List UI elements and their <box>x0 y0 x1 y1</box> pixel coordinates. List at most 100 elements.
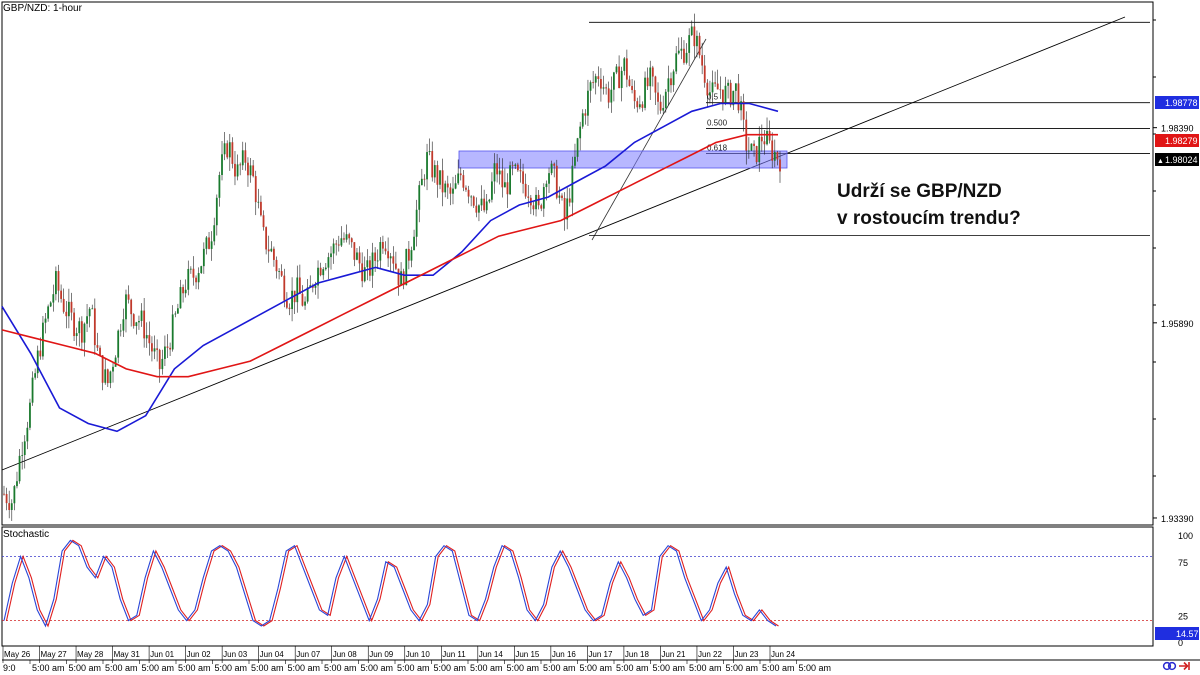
candle-body <box>80 321 83 343</box>
candle-body <box>620 70 623 89</box>
candle-body <box>625 58 628 80</box>
candle-body <box>125 294 127 320</box>
candle-body <box>330 253 332 258</box>
candle-body <box>711 82 714 93</box>
candle-body <box>737 83 740 111</box>
candle-body <box>91 308 94 310</box>
candle-body <box>392 256 395 264</box>
candle-body <box>615 66 618 73</box>
candle-body <box>70 301 73 313</box>
candle-body <box>309 285 312 288</box>
candle-body <box>109 371 112 384</box>
candle-body <box>174 313 177 315</box>
candle-body <box>527 196 530 198</box>
candle-body <box>664 91 667 108</box>
candle-body <box>503 182 506 188</box>
candle-body <box>522 171 524 184</box>
x-time-label: 5:00 am <box>799 663 832 673</box>
candle-body <box>384 248 387 252</box>
candle-body <box>117 330 120 358</box>
candle-body <box>657 92 659 102</box>
candle-body <box>405 248 408 286</box>
candle-body <box>467 189 470 197</box>
candle-body <box>101 355 104 383</box>
candle-body <box>143 310 146 339</box>
x-time-label: 5:00 am <box>251 663 284 673</box>
candle-body <box>257 201 260 203</box>
candle-body <box>633 90 636 102</box>
candle-body <box>418 185 421 210</box>
candle-body <box>478 205 480 213</box>
x-date-label: Jun 17 <box>588 650 613 659</box>
candle-body <box>153 348 156 352</box>
x-date-label: Jun 03 <box>223 650 248 659</box>
candle-body <box>88 308 91 317</box>
candle-body <box>719 89 722 91</box>
x-first-label: 9:0 <box>3 663 16 673</box>
candle-body <box>122 319 125 331</box>
candle-body <box>563 197 566 220</box>
ma-fast-line <box>1 102 779 433</box>
candle-body <box>324 267 327 270</box>
stochastic-panel[interactable] <box>1 526 1154 647</box>
candle-body <box>675 53 678 72</box>
candle-body <box>760 136 763 142</box>
x-time-label: 5:00 am <box>178 663 211 673</box>
price-label-box <box>1155 134 1199 147</box>
candle-body <box>644 77 646 108</box>
candle-body <box>677 50 680 54</box>
candle-body <box>16 481 18 487</box>
x-date-label: Jun 04 <box>260 650 285 659</box>
x-time-label: 5:00 am <box>142 663 175 673</box>
candle-body <box>532 205 535 210</box>
candle-body <box>696 35 698 47</box>
y-tick-label: 1.93390 <box>1161 514 1194 524</box>
candle-body <box>449 187 452 194</box>
x-time-label: 5:00 am <box>105 663 138 673</box>
candle-body <box>332 243 335 254</box>
fib-label: 0.5 <box>707 93 719 102</box>
candle-body <box>701 55 704 66</box>
candle-body <box>322 269 325 276</box>
link-icon[interactable] <box>1162 661 1177 671</box>
candle-body <box>659 101 662 111</box>
fib-label: 0.500 <box>707 118 728 127</box>
stoch-main-line <box>3 539 777 628</box>
candle-body <box>49 302 52 307</box>
candle-body <box>166 346 169 348</box>
candle-body <box>483 198 486 211</box>
stoch-level-label: 0 <box>1178 638 1183 648</box>
candle-body <box>493 163 496 182</box>
candle-body <box>164 346 166 359</box>
scroll-end-icon[interactable] <box>1179 661 1190 671</box>
candle-body <box>636 101 639 108</box>
candle-body <box>413 236 415 251</box>
candle-body <box>86 316 88 324</box>
chart-title: GBP/NZD: 1-hour <box>3 3 83 14</box>
candle-body <box>566 198 569 220</box>
candle-body <box>23 441 26 456</box>
candle-body <box>327 257 330 268</box>
price-label-box <box>1155 153 1199 166</box>
price-panel[interactable]: 0.5 0.500 0.618 <box>1 1 1154 526</box>
x-date-label: May 26 <box>4 650 31 659</box>
candle-body <box>239 164 242 166</box>
candle-body <box>584 113 587 116</box>
candle-body <box>758 136 761 163</box>
candle-body <box>10 503 13 510</box>
candle-body <box>732 90 735 106</box>
candle-body <box>161 358 164 370</box>
candle-body <box>509 165 511 195</box>
candle-body <box>729 82 732 106</box>
candle-body <box>516 164 519 171</box>
candle-body <box>348 234 351 239</box>
candle-body <box>273 248 275 260</box>
candle-body <box>480 198 483 206</box>
candle-body <box>296 277 299 303</box>
y-tick-label: 1.95890 <box>1161 319 1194 329</box>
candle-body <box>446 183 449 188</box>
candle-body <box>280 271 283 276</box>
candle-body <box>179 287 182 309</box>
candle-body <box>288 307 291 310</box>
